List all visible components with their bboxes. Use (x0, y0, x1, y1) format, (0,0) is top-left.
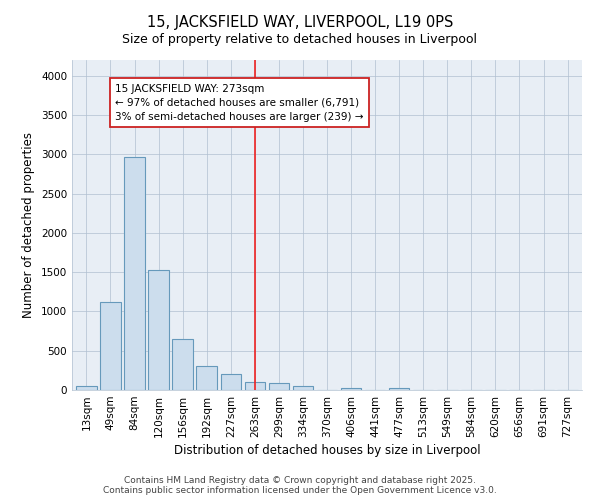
Bar (389, 388, 409, 390)
Y-axis label: Number of detached properties: Number of detached properties (22, 132, 35, 318)
X-axis label: Distribution of detached houses by size in Liverpool: Distribution of detached houses by size … (173, 444, 481, 457)
Text: 15, JACKSFIELD WAY, LIVERPOOL, L19 0PS: 15, JACKSFIELD WAY, LIVERPOOL, L19 0PS (147, 15, 453, 30)
Bar (245, 382, 265, 390)
Text: 15 JACKSFIELD WAY: 273sqm
← 97% of detached houses are smaller (6,791)
3% of sem: 15 JACKSFIELD WAY: 273sqm ← 97% of detac… (115, 84, 364, 122)
Bar (124, 156, 145, 390)
Bar (221, 374, 241, 390)
Text: Size of property relative to detached houses in Liverpool: Size of property relative to detached ho… (122, 32, 478, 46)
Bar (269, 383, 289, 390)
Bar (172, 339, 193, 390)
Bar (100, 302, 121, 390)
Bar (148, 270, 169, 390)
Bar (341, 388, 361, 390)
Bar (76, 386, 97, 390)
Text: Contains HM Land Registry data © Crown copyright and database right 2025.
Contai: Contains HM Land Registry data © Crown c… (103, 476, 497, 495)
Bar (293, 386, 313, 390)
Bar (196, 366, 217, 390)
